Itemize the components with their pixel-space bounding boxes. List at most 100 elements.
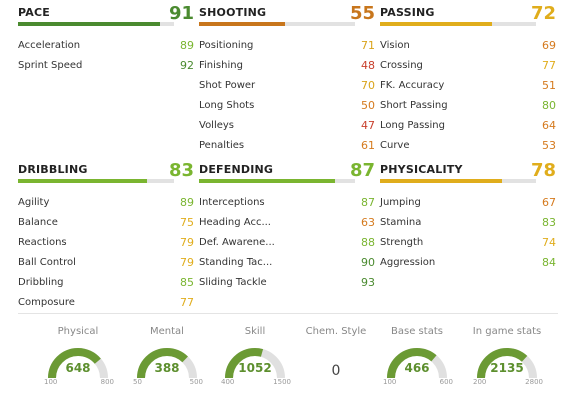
gauge-progress [477, 348, 537, 379]
gauge-progress [48, 348, 108, 379]
attribute-row: Acceleration 89 [18, 36, 194, 56]
attribute-name: Composure [18, 297, 75, 308]
attribute-value: 79 [180, 236, 194, 249]
attribute-row: Balance 75 [18, 213, 194, 233]
category-bar-fill [199, 22, 285, 26]
attribute-value: 84 [542, 256, 556, 269]
attribute-value: 64 [542, 119, 556, 132]
attribute-value: 89 [180, 39, 194, 52]
gauge-min: 50 [133, 378, 142, 386]
category-bar [199, 179, 355, 183]
attribute-value: 53 [542, 139, 556, 152]
attribute-name: Long Shots [199, 100, 255, 111]
attribute-value: 47 [361, 119, 375, 132]
attribute-row: Short Passing 80 [380, 96, 556, 116]
gauge-arc [225, 348, 285, 379]
gauge-title: In game stats [472, 326, 542, 337]
attribute-value: 61 [361, 139, 375, 152]
attribute-name: Volleys [199, 120, 235, 131]
attribute-row: Penalties 61 [199, 136, 375, 156]
attribute-value: 93 [361, 276, 375, 289]
attribute-name: Agility [18, 197, 50, 208]
gauge-title: Chem. Style [305, 326, 367, 337]
attribute-row: Sprint Speed 92 [18, 56, 194, 76]
attribute-name: Dribbling [18, 277, 64, 288]
attribute-row: Interceptions 87 [199, 193, 375, 213]
gauge-skill: Skill 1052 400 1500 [215, 325, 295, 395]
category-bar-fill [380, 179, 502, 183]
attribute-row: Dribbling 85 [18, 273, 194, 293]
category-header: SHOOTING 55 [199, 3, 375, 26]
attribute-name: Reactions [18, 237, 67, 248]
category-header: PHYSICALITY 78 [380, 160, 556, 183]
attribute-row: Long Shots 50 [199, 96, 375, 116]
attribute-row: Jumping 67 [380, 193, 556, 213]
attribute-list: Agility 89 Balance 75 Reactions 79 Ball Contro… [18, 193, 194, 313]
attribute-row: Aggression 84 [380, 253, 556, 273]
attribute-row: Shot Power 70 [199, 76, 375, 96]
attribute-name: Interceptions [199, 197, 265, 208]
attribute-value: 67 [542, 196, 556, 209]
attribute-value: 48 [361, 59, 375, 72]
attribute-value: 77 [180, 296, 194, 309]
category-value: 83 [168, 160, 194, 181]
attribute-name: Jumping [380, 197, 421, 208]
gauge-min: 200 [473, 378, 487, 386]
category-header: DEFENDING 87 [199, 160, 375, 183]
attribute-row: Vision 69 [380, 36, 556, 56]
category-title: SHOOTING [199, 6, 267, 19]
attribute-name: Shot Power [199, 80, 256, 91]
gauge-in-game-stats: In game stats 2135 200 2800 [467, 325, 547, 395]
attribute-value: 83 [542, 216, 556, 229]
attribute-row: Finishing 48 [199, 56, 375, 76]
attribute-value: 90 [361, 256, 375, 269]
attribute-value: 87 [361, 196, 375, 209]
category-defending: DEFENDING 87 Interceptions 87 Heading Acc.… [199, 160, 375, 293]
gauge-value: 388 [154, 361, 180, 375]
attribute-name: Ball Control [18, 257, 76, 268]
gauge-min: 100 [44, 378, 58, 386]
attribute-name: Long Passing [380, 120, 445, 131]
attribute-value: 92 [180, 59, 194, 72]
category-bar-fill [199, 179, 335, 183]
category-passing: PASSING 72 Vision 69 Crossing 77 FK. Accurac… [380, 3, 556, 156]
attribute-row: Def. Awarene... 88 [199, 233, 375, 253]
attribute-name: Vision [380, 40, 410, 51]
chem-style: Chem. Style 0 [296, 325, 376, 395]
section-divider [18, 313, 558, 314]
category-bar-fill [18, 179, 148, 183]
category-title: DRIBBLING [18, 163, 88, 176]
attribute-name: Sliding Tackle [199, 277, 267, 288]
gauge-arc [387, 348, 447, 379]
attribute-row: Sliding Tackle 93 [199, 273, 375, 293]
gauge-title: Mental [150, 326, 184, 337]
gauge-title: Base stats [391, 326, 443, 337]
category-shooting: SHOOTING 55 Positioning 71 Finishing 48 Shot… [199, 3, 375, 156]
category-header: PASSING 72 [380, 3, 556, 26]
attribute-value: 79 [180, 256, 194, 269]
category-bar [18, 22, 174, 26]
gauge-max: 800 [100, 378, 114, 386]
category-value: 55 [349, 3, 375, 24]
attribute-row: Reactions 79 [18, 233, 194, 253]
attribute-name: Short Passing [380, 100, 448, 111]
attribute-list: Interceptions 87 Heading Acc... 63 Def. Awar… [199, 193, 375, 293]
attribute-name: Sprint Speed [18, 60, 83, 71]
attribute-row: Strength 74 [380, 233, 556, 253]
attribute-list: Vision 69 Crossing 77 FK. Accuracy 51 Short Pa… [380, 36, 556, 156]
attribute-value: 63 [361, 216, 375, 229]
attribute-row: Standing Tac... 90 [199, 253, 375, 273]
gauge-min: 400 [221, 378, 235, 386]
gauge-arc [477, 348, 537, 379]
attribute-name: Curve [380, 140, 410, 151]
gauge-max: 600 [439, 378, 453, 386]
gauge-arc [137, 348, 197, 379]
attribute-value: 77 [542, 59, 556, 72]
attribute-value: 75 [180, 216, 194, 229]
gauge-base-stats: Base stats 466 100 600 [377, 325, 457, 395]
attribute-name: Finishing [199, 60, 243, 71]
category-dribbling: DRIBBLING 83 Agility 89 Balance 75 Reactions… [18, 160, 194, 313]
attribute-row: Stamina 83 [380, 213, 556, 233]
attribute-value: 69 [542, 39, 556, 52]
category-title: PHYSICALITY [380, 163, 463, 176]
